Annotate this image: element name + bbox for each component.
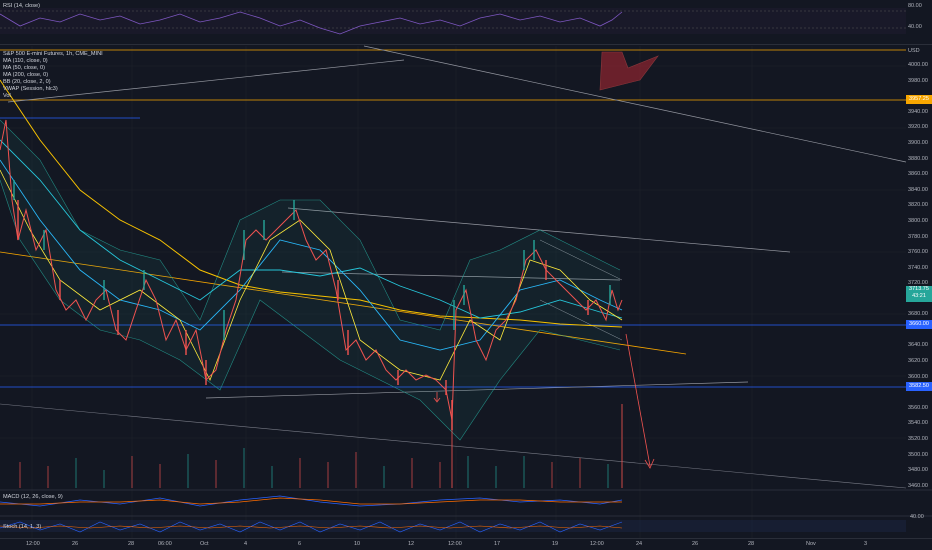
time-tick: 17 — [494, 541, 501, 547]
time-tick: Nov — [806, 541, 816, 547]
price-tick: 3800.00 — [908, 218, 928, 224]
time-tick: 24 — [636, 541, 643, 547]
rsi-level-high: 80.00 — [908, 3, 922, 9]
indicator-ma-110[interactable]: MA (110, close, 0) — [3, 58, 48, 64]
price-tick: 3480.00 — [908, 467, 928, 473]
rsi-legend: RSI (14, close) — [3, 3, 40, 9]
rsi-axis[interactable]: 80.00 40.00 — [906, 0, 932, 44]
time-tick: 28 — [128, 541, 135, 547]
ma-50-line — [0, 159, 623, 351]
price-tick: 3720.00 — [908, 280, 928, 286]
current-price: 3713.75 — [909, 286, 929, 292]
price-tick: 3460.00 — [908, 483, 928, 489]
price-tick: 3520.00 — [908, 436, 928, 442]
time-tick: 19 — [552, 541, 559, 547]
indicator-bb[interactable]: BB (20, close, 2, 0) — [3, 79, 51, 85]
price-tick: 3940.00 — [908, 109, 928, 115]
price-tick: 3500.00 — [908, 452, 928, 458]
price-tick: 3780.00 — [908, 234, 928, 240]
price-tick: 3540.00 — [908, 420, 928, 426]
vwap-line — [0, 169, 623, 381]
price-tick: 3980.00 — [908, 78, 928, 84]
current-price-tag: 3713.75 43:21 — [906, 286, 932, 302]
main-legend: S&P 500 E-mini Futures, 1h, CME_MINI MA … — [3, 51, 103, 100]
indicator-vol[interactable]: Vol — [3, 93, 11, 99]
stoch-d-line — [0, 525, 623, 529]
time-tick: Oct — [200, 541, 209, 547]
bar-countdown: 43:21 — [912, 293, 926, 299]
time-tick: 28 — [748, 541, 755, 547]
price-tick: 3820.00 — [908, 202, 928, 208]
price-tick: 3920.00 — [908, 124, 928, 130]
price-tick: 3560.00 — [908, 405, 928, 411]
price-tick: 3760.00 — [908, 249, 928, 255]
macd-line — [0, 495, 623, 507]
stoch-k-line — [0, 521, 623, 533]
time-tick: 12:00 — [590, 541, 604, 547]
red-arrow-shape — [599, 51, 659, 91]
time-tick: 4 — [244, 541, 248, 547]
price-tick: 3680.00 — [908, 311, 928, 317]
price-tick: 3900.00 — [908, 140, 928, 146]
ma-200-line — [0, 79, 623, 328]
time-tick: 6 — [298, 541, 302, 547]
price-axis[interactable]: USD 4000.00 3980.00 3940.00 3920.00 3900… — [906, 44, 932, 490]
price-tick: 3860.00 — [908, 171, 928, 177]
level-low-tag: 3582.50 — [906, 382, 932, 391]
time-tick: 12 — [408, 541, 415, 547]
price-tick: 3740.00 — [908, 265, 928, 271]
ma-110-line — [0, 139, 623, 319]
stoch-level: 40.00 — [910, 514, 924, 520]
macd-legend: MACD (12, 26, close, 9) — [3, 494, 63, 500]
symbol-title[interactable]: S&P 500 E-mini Futures, 1h, CME_MINI — [3, 51, 103, 57]
indicator-ma-200[interactable]: MA (200, close, 0) — [3, 72, 49, 78]
price-tick: 3840.00 — [908, 187, 928, 193]
price-tick: 3600.00 — [908, 374, 928, 380]
rsi-pane[interactable]: RSI (14, close) — [0, 0, 906, 44]
volume-bars — [19, 400, 623, 488]
price-tick: 3640.00 — [908, 342, 928, 348]
time-tick: 3 — [864, 541, 868, 547]
macd-signal-line — [0, 497, 622, 505]
candles — [0, 119, 623, 421]
time-tick: 26 — [72, 541, 79, 547]
rsi-level-low: 40.00 — [908, 24, 922, 30]
indicator-ma-50[interactable]: MA (50, close, 0) — [3, 65, 45, 71]
resistance-price-tag: 3957.25 — [906, 95, 932, 104]
price-tick: 3620.00 — [908, 358, 928, 364]
time-axis[interactable]: 12:00 26 28 06:00 Oct 4 6 10 12 12:00 17… — [0, 538, 932, 550]
time-tick: 26 — [692, 541, 699, 547]
time-tick: 06:00 — [158, 541, 172, 547]
price-tick: 4000.00 — [908, 62, 928, 68]
stoch-legend: Stoch (14, 1, 3) — [3, 524, 42, 530]
currency-label: USD — [908, 48, 920, 54]
time-tick: 12:00 — [26, 541, 40, 547]
indicator-vwap[interactable]: VWAP (Session, hlc3) — [3, 86, 58, 92]
rsi-line — [0, 11, 623, 35]
time-tick: 10 — [354, 541, 361, 547]
level-mid-tag: 3660.00 — [906, 320, 932, 329]
price-tick: 3880.00 — [908, 156, 928, 162]
time-tick: 12:00 — [448, 541, 462, 547]
